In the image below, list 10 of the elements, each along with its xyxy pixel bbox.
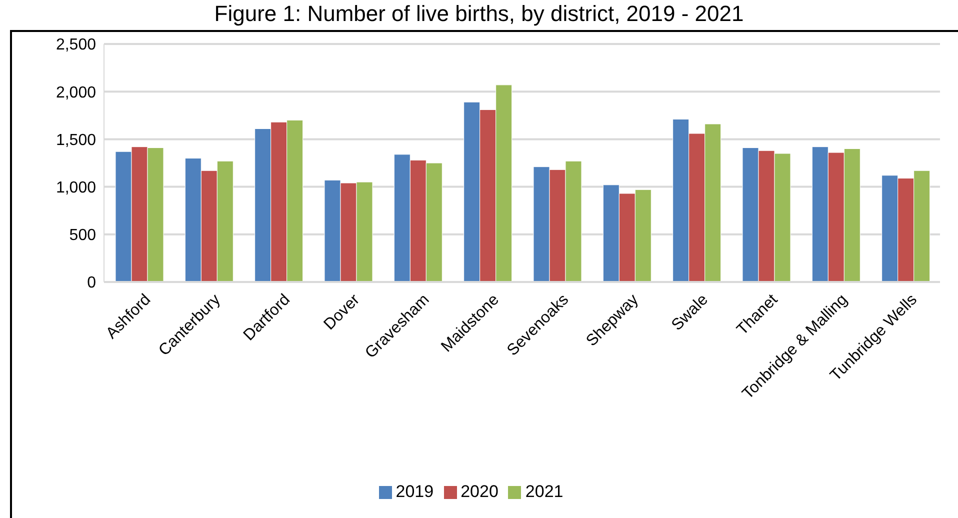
legend-label: 2019 <box>396 482 434 501</box>
chart-title: Figure 1: Number of live births, by district, 2019 - 2021 <box>213 0 745 28</box>
y-tick-label: 0 <box>87 274 96 292</box>
y-tick-label: 1,000 <box>56 179 96 196</box>
y-tick-label: 2,000 <box>56 84 96 102</box>
legend-label: 2020 <box>460 482 498 501</box>
y-tick-label: 500 <box>69 227 96 244</box>
y-tick-label: 2,500 <box>56 36 96 54</box>
legend-label: 2021 <box>525 482 564 501</box>
y-tick-label: 1,500 <box>56 132 96 149</box>
